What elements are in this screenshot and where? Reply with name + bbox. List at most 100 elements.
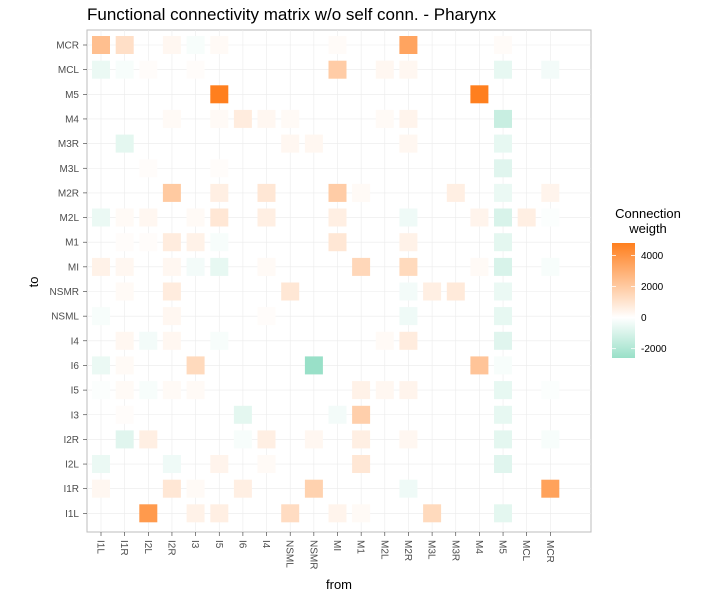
heatmap-cell [399, 109, 418, 128]
heatmap-cell [115, 36, 134, 54]
y-tick-label: I5 [71, 386, 80, 397]
heatmap-cell [210, 455, 229, 473]
heatmap-cell [494, 504, 512, 523]
heatmap-cell [92, 307, 110, 326]
x-tick-label: I1L [95, 540, 106, 554]
heatmap-cell [162, 36, 181, 54]
heatmap-cell [494, 159, 512, 178]
heatmap-cell [257, 183, 276, 202]
heatmap-cell [328, 36, 347, 54]
x-tick-label: NSMR [307, 540, 318, 569]
heatmap-cell [92, 381, 110, 400]
heatmap-cell [446, 183, 465, 202]
heatmap-cell [233, 405, 252, 424]
y-tick-label: M2R [58, 188, 79, 199]
x-tick-label: M5 [497, 540, 508, 554]
heatmap-cell [210, 257, 229, 276]
heatmap-cell [257, 455, 276, 473]
heatmap-cell [210, 504, 229, 523]
heatmap-cell [186, 233, 205, 252]
y-tick-label: MCR [56, 41, 79, 52]
legend-tick-label: 0 [641, 313, 647, 324]
heatmap-cell [399, 381, 418, 400]
y-tick-label: I4 [71, 336, 80, 347]
legend-ticks: 4000 2000 0 -2000 [612, 251, 667, 355]
heatmap-cell [494, 331, 512, 350]
heatmap-cell [494, 282, 512, 301]
heatmap-cell [162, 109, 181, 128]
legend-title-line-2: weigth [628, 221, 667, 236]
heatmap-cell [494, 405, 512, 424]
heatmap-cell [423, 504, 442, 523]
heatmap-cell [494, 36, 512, 54]
x-tick-label: NSML [284, 540, 295, 568]
legend-tick-label: -2000 [641, 344, 667, 355]
heatmap-cell [162, 381, 181, 400]
heatmap-cell [186, 257, 205, 276]
heatmap-cell [115, 405, 134, 424]
heatmap-cell [115, 257, 134, 276]
x-tick-label: I6 [236, 540, 247, 549]
heatmap-cell [494, 381, 512, 400]
heatmap-cell [92, 60, 110, 79]
heatmap-cell [281, 504, 300, 523]
heatmap-cell [304, 134, 323, 153]
heatmap-cell [470, 208, 489, 227]
y-tick-labels: MCR MCL M5 M4 M3R M3L M2R M2L M1 MI NSMR NSML I4 I6 I5… [50, 41, 87, 520]
heatmap-cell [352, 381, 371, 400]
heatmap-cell [281, 109, 300, 128]
heatmap-cell [186, 479, 205, 498]
heatmap-cell [257, 307, 276, 326]
heatmap-cell [92, 208, 110, 227]
heatmap-cell [328, 208, 347, 227]
heatmap-cell [541, 208, 560, 227]
y-tick-label: I1R [63, 484, 79, 495]
heatmap-cell [162, 479, 181, 498]
heatmap-cell [162, 307, 181, 326]
heatmap-cell [399, 331, 418, 350]
heatmap-cell [115, 430, 134, 449]
heatmap-cell [304, 430, 323, 449]
heatmap-cell [210, 159, 229, 178]
x-tick-label: I2L [142, 540, 153, 554]
y-tick-label: M2L [60, 213, 80, 224]
heatmap-cell [210, 85, 229, 104]
legend-tick-label: 2000 [641, 282, 664, 293]
heatmap-cell [352, 257, 371, 276]
heatmap-cell [304, 356, 323, 375]
heatmap-cell [328, 504, 347, 523]
heatmap-cell [139, 233, 158, 252]
heatmap-cell [115, 331, 134, 350]
heatmap-cell [352, 455, 371, 473]
y-tick-label: NSML [51, 312, 79, 323]
heatmap-cell [210, 233, 229, 252]
heatmap-cell [328, 183, 347, 202]
heatmap-cell [210, 183, 229, 202]
x-tick-label: M2L [378, 540, 389, 560]
heatmap-cell [541, 257, 560, 276]
y-tick-label: M1 [65, 238, 79, 249]
heatmap-cell [399, 430, 418, 449]
y-tick-label: M4 [65, 114, 79, 125]
heatmap-cell [470, 356, 489, 375]
x-tick-label: MCL [520, 540, 531, 562]
heatmap-cell [375, 381, 394, 400]
y-axis-title: to [26, 277, 41, 288]
heatmap-cell [494, 208, 512, 227]
heatmap-cell [92, 36, 110, 54]
heatmap-cell [139, 381, 158, 400]
heatmap-cell [304, 479, 323, 498]
y-tick-label: I1L [65, 509, 79, 520]
y-tick-label: M3R [58, 139, 79, 150]
x-tick-label: MI [331, 540, 342, 551]
x-tick-labels: I1L I1R I2L I2R I3 I5 I6 I4 NSML NSMR MI M1 M2L M2R M3… [95, 532, 555, 569]
heatmap-cell [494, 60, 512, 79]
heatmap-cell [281, 282, 300, 301]
heatmap-cell [139, 60, 158, 79]
heatmap-cell [210, 36, 229, 54]
heatmap-cell [494, 183, 512, 202]
x-tick-label: M3R [449, 540, 460, 561]
heatmap-cell [139, 430, 158, 449]
heatmap-cell [115, 233, 134, 252]
heatmap-cell [115, 356, 134, 375]
